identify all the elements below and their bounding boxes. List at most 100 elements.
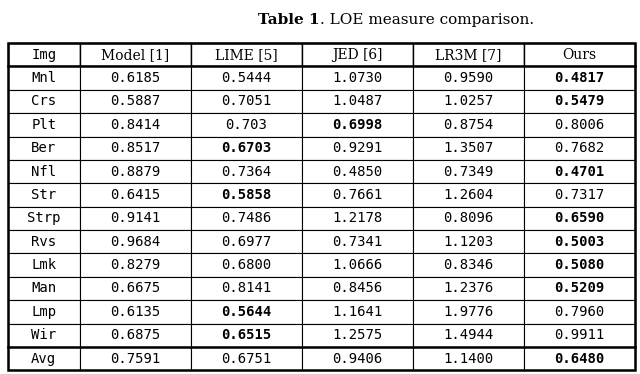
Text: 1.0730: 1.0730: [332, 71, 383, 85]
Bar: [8, 183, 80, 206]
Text: Model [1]: Model [1]: [101, 48, 170, 62]
Text: 0.8517: 0.8517: [110, 141, 161, 155]
Bar: [524, 206, 635, 230]
Bar: [524, 90, 635, 113]
Text: 0.6185: 0.6185: [110, 71, 161, 85]
Bar: [80, 347, 191, 370]
Bar: [8, 90, 80, 113]
Bar: [413, 347, 524, 370]
Bar: [302, 324, 413, 347]
Bar: [413, 300, 524, 324]
Text: JED [6]: JED [6]: [332, 48, 383, 62]
Bar: [80, 277, 191, 300]
Text: 0.5444: 0.5444: [221, 71, 271, 85]
Bar: [191, 206, 302, 230]
Bar: [191, 43, 302, 67]
Bar: [8, 324, 80, 347]
Bar: [302, 277, 413, 300]
Bar: [8, 230, 80, 254]
Bar: [80, 254, 191, 277]
Bar: [524, 43, 635, 67]
Text: 0.6977: 0.6977: [221, 235, 271, 249]
Text: 0.703: 0.703: [225, 118, 268, 132]
Text: 0.6675: 0.6675: [110, 282, 161, 295]
Text: Img: Img: [31, 48, 56, 62]
Text: 0.8754: 0.8754: [444, 118, 493, 132]
Text: Lmp: Lmp: [31, 305, 56, 319]
Text: 1.1400: 1.1400: [444, 352, 493, 365]
Text: 1.1203: 1.1203: [444, 235, 493, 249]
Bar: [8, 137, 80, 160]
Bar: [524, 300, 635, 324]
Bar: [524, 137, 635, 160]
Text: 1.4944: 1.4944: [444, 328, 493, 342]
Bar: [413, 324, 524, 347]
Bar: [8, 254, 80, 277]
Bar: [191, 160, 302, 183]
Bar: [191, 67, 302, 90]
Bar: [80, 300, 191, 324]
Bar: [413, 67, 524, 90]
Text: Crs: Crs: [31, 95, 56, 108]
Bar: [524, 183, 635, 206]
Text: 0.8456: 0.8456: [332, 282, 383, 295]
Bar: [302, 43, 413, 67]
Text: 0.7364: 0.7364: [221, 165, 271, 178]
Bar: [413, 137, 524, 160]
Text: Wir: Wir: [31, 328, 56, 342]
Text: 0.4701: 0.4701: [554, 165, 605, 178]
Text: 0.8414: 0.8414: [110, 118, 161, 132]
Bar: [413, 113, 524, 137]
Text: Man: Man: [31, 282, 56, 295]
Text: 0.9141: 0.9141: [110, 211, 161, 225]
Text: Ours: Ours: [563, 48, 596, 62]
Text: Plt: Plt: [31, 118, 56, 132]
Text: 0.6800: 0.6800: [221, 258, 271, 272]
Bar: [524, 67, 635, 90]
Bar: [524, 230, 635, 254]
Text: Lmk: Lmk: [31, 258, 56, 272]
Bar: [413, 183, 524, 206]
Bar: [191, 183, 302, 206]
Bar: [8, 347, 80, 370]
Text: 0.5209: 0.5209: [554, 282, 605, 295]
Bar: [413, 160, 524, 183]
Bar: [8, 160, 80, 183]
Text: 1.0257: 1.0257: [444, 95, 493, 108]
Text: 0.5858: 0.5858: [221, 188, 271, 202]
Bar: [191, 230, 302, 254]
Bar: [524, 113, 635, 137]
Text: 0.6703: 0.6703: [221, 141, 271, 155]
Text: 0.6135: 0.6135: [110, 305, 161, 319]
Bar: [80, 230, 191, 254]
Bar: [191, 90, 302, 113]
Bar: [80, 160, 191, 183]
Text: 0.9590: 0.9590: [444, 71, 493, 85]
Text: 0.8006: 0.8006: [554, 118, 605, 132]
Text: 0.6590: 0.6590: [554, 211, 605, 225]
Text: 0.4817: 0.4817: [554, 71, 605, 85]
Text: LIME [5]: LIME [5]: [215, 48, 278, 62]
Bar: [524, 324, 635, 347]
Bar: [302, 347, 413, 370]
Bar: [80, 206, 191, 230]
Bar: [191, 113, 302, 137]
Bar: [8, 277, 80, 300]
Bar: [8, 43, 80, 67]
Text: 1.9776: 1.9776: [444, 305, 493, 319]
Bar: [413, 43, 524, 67]
Text: Str: Str: [31, 188, 56, 202]
Bar: [302, 254, 413, 277]
Text: 1.2604: 1.2604: [444, 188, 493, 202]
Bar: [8, 300, 80, 324]
Bar: [524, 254, 635, 277]
Text: Avg: Avg: [31, 352, 56, 365]
Text: 1.1641: 1.1641: [332, 305, 383, 319]
Text: Rvs: Rvs: [31, 235, 56, 249]
Text: LR3M [7]: LR3M [7]: [435, 48, 502, 62]
Text: 1.2178: 1.2178: [332, 211, 383, 225]
Text: 1.0487: 1.0487: [332, 95, 383, 108]
Bar: [302, 113, 413, 137]
Bar: [8, 206, 80, 230]
Text: 0.5003: 0.5003: [554, 235, 605, 249]
